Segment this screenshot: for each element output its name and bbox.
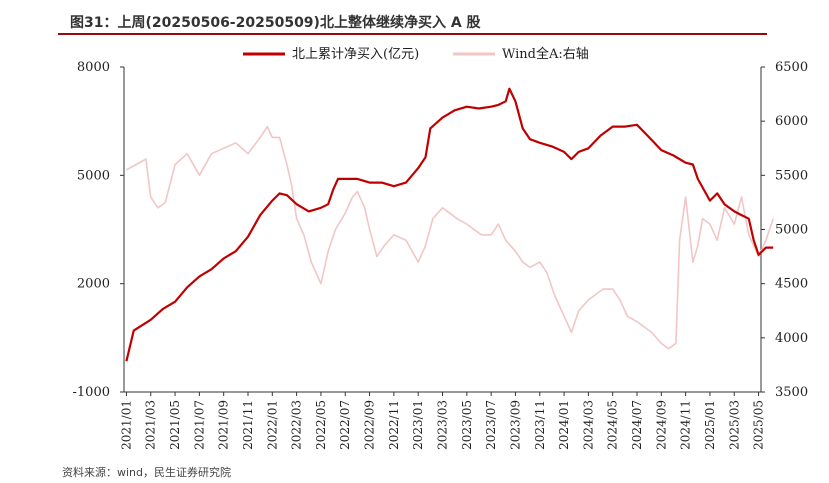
x-tick-label: 2024/11	[679, 400, 693, 450]
x-tick-label: 2024/03	[581, 400, 595, 450]
x-tick-label: 2023/03	[436, 400, 450, 450]
x-tick-label: 2021/09	[217, 400, 231, 450]
y-right-tick-label: 3500	[775, 385, 808, 400]
x-tick-label: 2021/01	[119, 400, 133, 450]
x-tick-label: 2024/07	[630, 400, 644, 450]
legend-label-wind-all-a: Wind全A:右轴	[502, 46, 589, 62]
x-tick-label: 2024/05	[606, 400, 620, 450]
x-tick-label: 2021/03	[144, 400, 158, 450]
y-right-tick-label: 5500	[775, 168, 808, 183]
chart-title: 图31：上周(20250506-20250509)北上整体继续净买入 A 股	[70, 15, 481, 31]
x-tick-label: 2023/11	[533, 400, 547, 450]
x-tick-label: 2021/11	[241, 400, 255, 450]
x-tick-label: 2022/09	[363, 400, 377, 450]
x-tick-label: 2022/11	[387, 400, 401, 450]
x-tick-label: 2023/01	[411, 400, 425, 450]
x-tick-label: 2024/01	[557, 400, 571, 450]
y-right-tick-label: 4500	[775, 277, 808, 292]
x-tick-label: 2021/07	[192, 400, 206, 450]
x-tick-label: 2022/07	[338, 400, 352, 450]
y-right-tick-label: 4000	[775, 331, 808, 346]
y-left-tick-label: -1000	[73, 385, 110, 400]
x-tick-label: 2024/09	[654, 400, 668, 450]
y-right-tick-label: 6000	[775, 114, 808, 129]
source-note: 资料来源：wind，民生证券研究院	[62, 466, 232, 479]
legend-label-northbound-net-buy: 北上累计净买入(亿元)	[292, 47, 419, 62]
y-right-tick-label: 5000	[775, 223, 808, 238]
x-tick-label: 2023/05	[460, 400, 474, 450]
y-right-tick-label: 6500	[775, 60, 808, 75]
y-left-tick-label: 8000	[77, 60, 110, 75]
x-tick-label: 2022/05	[314, 400, 328, 450]
title-rule	[58, 33, 767, 35]
x-tick-label: 2023/09	[508, 400, 522, 450]
x-tick-label: 2023/07	[484, 400, 498, 450]
x-tick-label: 2022/03	[290, 400, 304, 450]
x-tick-label: 2021/05	[168, 400, 182, 450]
series-line-northbound-net-buy	[125, 87, 774, 362]
y-left-tick-label: 5000	[77, 168, 110, 183]
y-left-tick-label: 2000	[77, 277, 110, 292]
x-tick-label: 2025/03	[727, 400, 741, 450]
series-line-wind-all-a	[126, 125, 774, 350]
x-tick-label: 2022/01	[265, 400, 279, 450]
x-tick-label: 2025/05	[752, 400, 766, 450]
x-tick-label: 2025/01	[703, 400, 717, 450]
